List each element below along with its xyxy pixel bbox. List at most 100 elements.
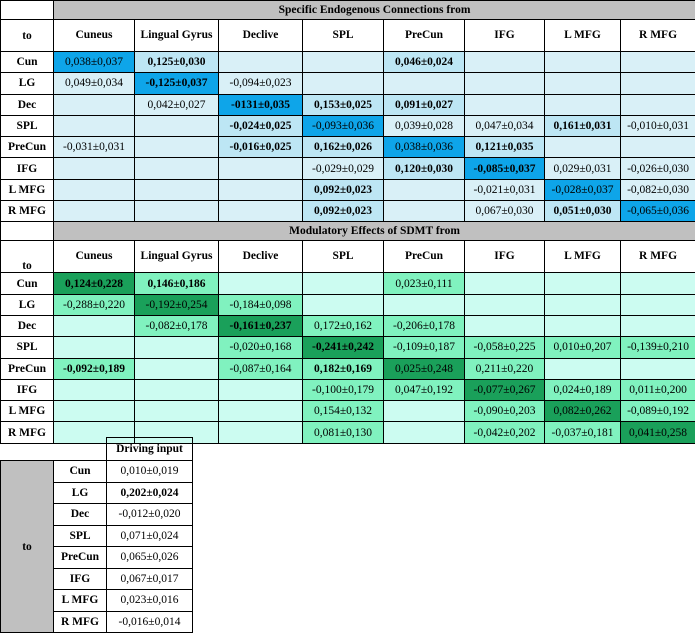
modulatory-cell: -0,089±0,192	[619, 400, 695, 423]
modulatory-cell	[383, 400, 465, 423]
endogenous-cell	[53, 93, 135, 116]
modulatory-cell: -0,184±0,098	[218, 293, 303, 316]
row-label-5: IFG	[0, 378, 54, 402]
endogenous-cell	[53, 200, 135, 223]
row-label-0: Cun	[0, 50, 54, 74]
endogenous-cell: 0,120±0,030	[383, 157, 465, 180]
modulatory-cell	[218, 378, 303, 402]
endogenous-cell	[134, 178, 219, 202]
modulatory-section-title: Modulatory Effects of SDMT from	[52, 221, 695, 242]
modulatory-cell: -0,090±0,203	[464, 400, 545, 423]
endogenous-cell: -0,028±0,037	[544, 178, 621, 202]
modulatory-cell	[218, 400, 303, 423]
endogenous-cell	[134, 136, 219, 159]
driving-input-title: Driving input	[106, 437, 193, 461]
modulatory-cell: 0,082±0,262	[544, 400, 621, 423]
endogenous-cell	[218, 157, 303, 180]
endogenous-cell: -0,125±0,037	[134, 72, 219, 95]
endogenous-cell	[53, 114, 135, 138]
row-label-5: IFG	[0, 157, 54, 180]
endogenous-cell	[218, 50, 303, 74]
modulatory-cell	[619, 293, 695, 316]
endogenous-cell	[53, 157, 135, 180]
endogenous-cell: -0,031±0,031	[53, 136, 135, 159]
modulatory-cell: 0,124±0,228	[53, 272, 135, 295]
column-header-7: R MFG	[619, 240, 695, 274]
endogenous-cell	[544, 136, 621, 159]
modulatory-cell: -0,037±0,181	[544, 421, 621, 444]
modulatory-cell: -0,087±0,164	[218, 357, 303, 380]
modulatory-cell: -0,192±0,254	[134, 293, 219, 316]
column-header-2: Declive	[218, 240, 303, 274]
modulatory-cell: -0,206±0,178	[383, 314, 465, 338]
driving-row-label: L MFG	[53, 589, 107, 612]
endogenous-cell: 0,121±0,035	[464, 136, 545, 159]
endogenous-cell: -0,029±0,029	[302, 157, 384, 180]
endogenous-cell	[218, 178, 303, 202]
modulatory-cell: 0,023±0,111	[383, 272, 465, 295]
modulatory-cell: 0,025±0,248	[383, 357, 465, 380]
endogenous-cell: -0,093±0,036	[302, 114, 384, 138]
endogenous-cell	[544, 50, 621, 74]
endogenous-cell	[218, 200, 303, 223]
modulatory-cell	[134, 400, 219, 423]
endogenous-cell: 0,042±0,027	[134, 93, 219, 116]
row-label-6: L MFG	[0, 178, 54, 202]
driving-input-table: Driving input to Cun 0,010±0,019 LG 0,202±0,0…	[0, 437, 193, 633]
driving-value: 0,071±0,024	[106, 524, 193, 547]
endogenous-cell: 0,153±0,025	[302, 93, 384, 116]
endogenous-cell: -0,094±0,023	[218, 72, 303, 95]
driving-to-label: to	[0, 460, 54, 633]
modulatory-cell: 0,182±0,169	[302, 357, 384, 380]
modulatory-cell	[218, 272, 303, 295]
endogenous-cell: -0,082±0,030	[619, 178, 695, 202]
endogenous-cell	[383, 200, 465, 223]
endogenous-cell: 0,161±0,031	[544, 114, 621, 138]
endogenous-section-title: Specific Endogenous Connections from	[52, 0, 695, 20]
driving-row-label: PreCun	[53, 546, 107, 569]
modulatory-cell: 0,047±0,192	[383, 378, 465, 402]
modulatory-cell: 0,211±0,220	[464, 357, 545, 380]
modulatory-cell	[544, 293, 621, 316]
endogenous-cell: 0,038±0,037	[53, 50, 135, 74]
modulatory-cell: -0,100±0,179	[302, 378, 384, 402]
endogenous-cell	[619, 72, 695, 95]
modulatory-cell: 0,172±0,162	[302, 314, 384, 338]
modulatory-cell	[134, 378, 219, 402]
blank-corner	[0, 0, 54, 20]
endogenous-cell: 0,067±0,030	[464, 200, 545, 223]
modulatory-cell	[544, 272, 621, 295]
column-header-0: Cuneus	[53, 240, 135, 274]
modulatory-cell	[218, 421, 303, 444]
driving-row-label: Dec	[53, 503, 107, 526]
driving-row-label: R MFG	[53, 610, 107, 633]
row-label-1: LG	[0, 72, 54, 95]
modulatory-cell: 0,011±0,200	[619, 378, 695, 402]
endogenous-cell: -0,026±0,030	[619, 157, 695, 180]
modulatory-cell: 0,154±0,132	[302, 400, 384, 423]
modulatory-cell: -0,288±0,220	[53, 293, 135, 316]
endogenous-cell	[383, 72, 465, 95]
endogenous-cell: -0,021±0,031	[464, 178, 545, 202]
row-label-4: PreCun	[0, 357, 54, 380]
endogenous-cell: 0,049±0,034	[53, 72, 135, 95]
endogenous-cell	[302, 72, 384, 95]
blank-corner	[0, 221, 54, 242]
modulatory-cell	[134, 336, 219, 359]
column-header-1: Lingual Gyrus	[134, 19, 219, 52]
row-label-3: SPL	[0, 114, 54, 138]
endogenous-cell: 0,091±0,027	[383, 93, 465, 116]
modulatory-cell: -0,241±0,242	[302, 336, 384, 359]
modulatory-cell	[464, 293, 545, 316]
row-label-4: PreCun	[0, 136, 54, 159]
modulatory-cell	[464, 314, 545, 338]
driving-value: 0,023±0,016	[106, 589, 193, 612]
connectivity-table: Specific Endogenous Connections from to Cu…	[0, 0, 695, 444]
endogenous-cell: 0,092±0,023	[302, 178, 384, 202]
column-header-5: IFG	[464, 240, 545, 274]
driving-value: 0,065±0,026	[106, 546, 193, 569]
modulatory-cell	[53, 378, 135, 402]
endogenous-cell: 0,039±0,028	[383, 114, 465, 138]
endogenous-cell: 0,046±0,024	[383, 50, 465, 74]
driving-row-label: LG	[53, 481, 107, 504]
